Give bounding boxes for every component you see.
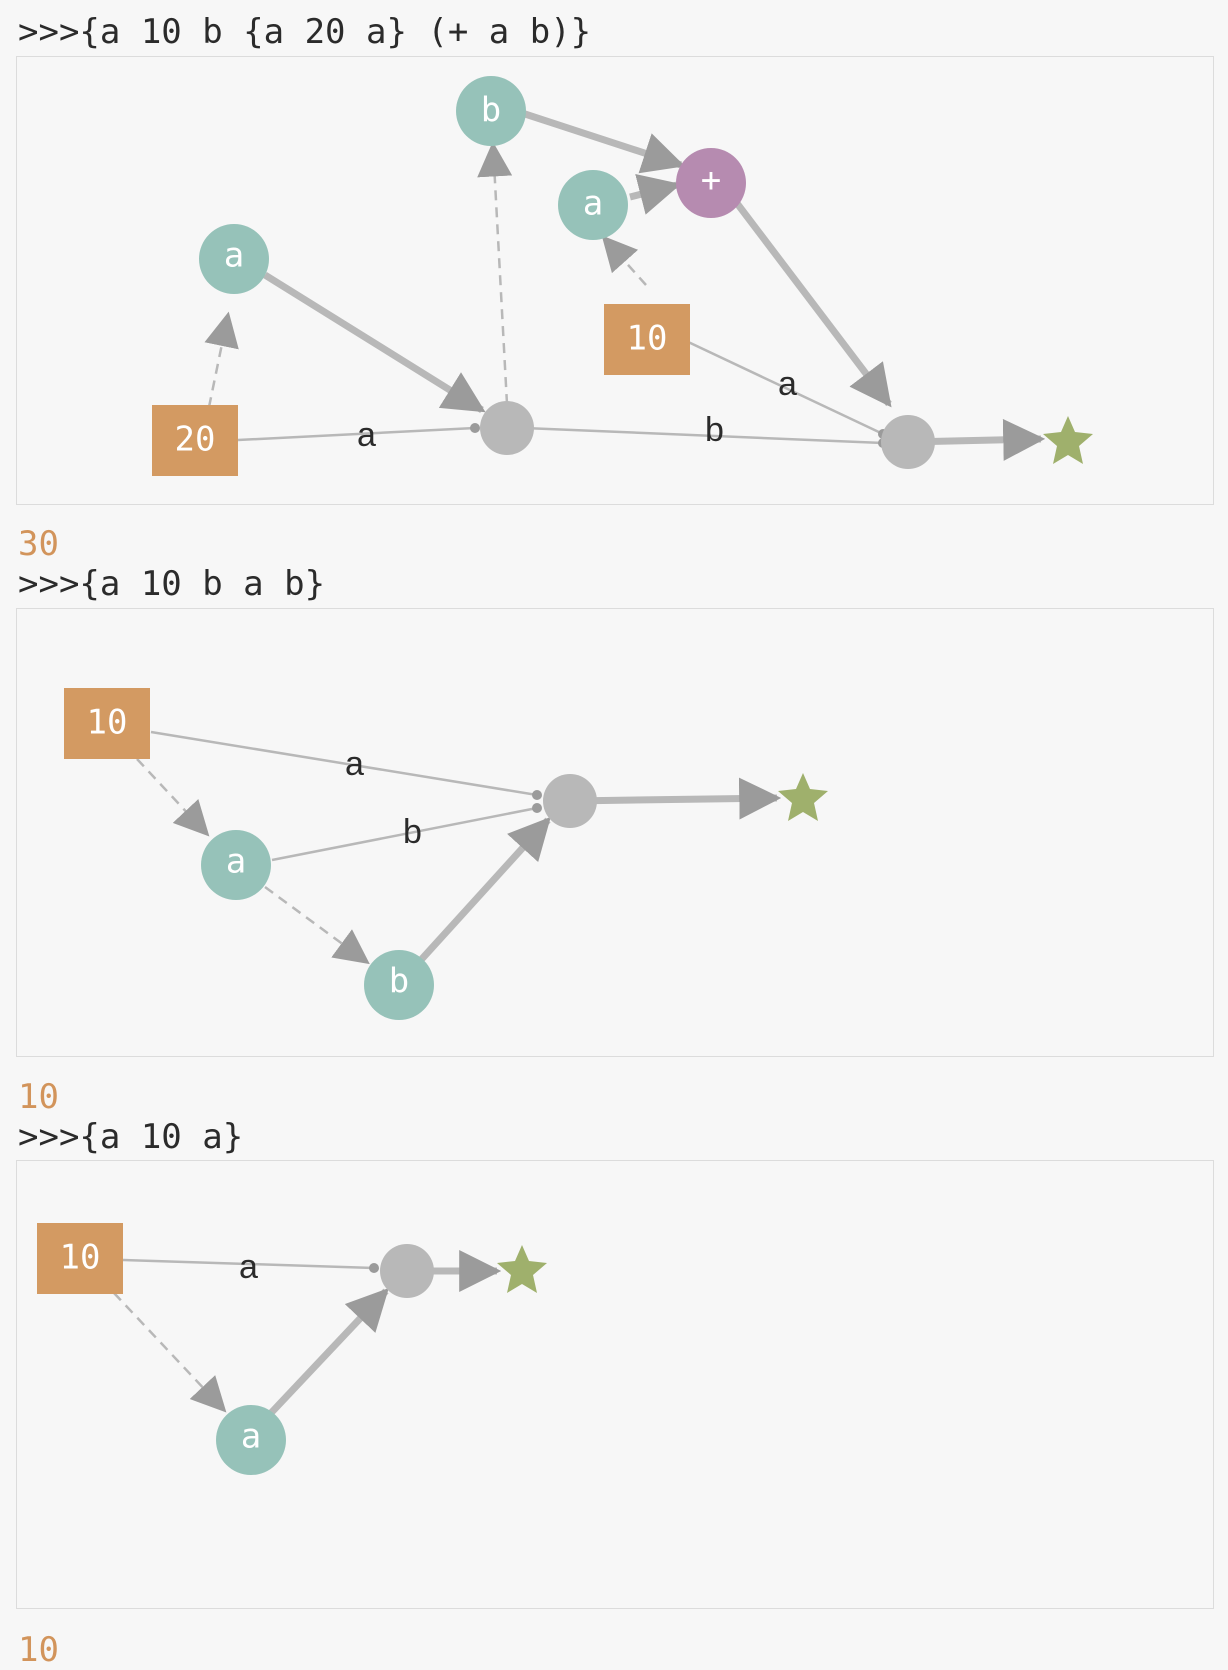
- flow-edge: [569, 777, 782, 820]
- variable-node[interactable]: a: [201, 830, 271, 900]
- graph-panel-3: a 10 a: [16, 1160, 1214, 1609]
- edge-label: a: [239, 1248, 258, 1286]
- edge-port: [532, 803, 542, 813]
- flow-edge: [268, 1287, 389, 1416]
- svg-text:b: b: [481, 91, 501, 131]
- variable-node[interactable]: a: [216, 1405, 286, 1475]
- binding-edge: [601, 235, 647, 286]
- graph-canvas-3: a 10 a: [37, 1223, 547, 1475]
- junction-node[interactable]: [480, 401, 534, 455]
- binding-edge: [113, 1292, 227, 1413]
- edge-label: a: [778, 365, 797, 403]
- svg-text:a: a: [226, 842, 246, 882]
- literal-node[interactable]: 20: [152, 405, 238, 476]
- operator-node[interactable]: +: [676, 148, 746, 218]
- variable-node[interactable]: a: [199, 224, 269, 294]
- graph-canvas-2: a b 10 a b: [64, 688, 828, 1020]
- svg-text:a: a: [583, 184, 603, 224]
- repl-prompt-2: >>>{a 10 b a b}: [18, 564, 326, 604]
- graph-panel-1: a b a b + a a 10 20: [16, 56, 1214, 505]
- svg-text:a: a: [224, 236, 244, 276]
- repl-result-3: 10: [18, 1630, 59, 1670]
- let-edge: [237, 426, 476, 442]
- junction-node[interactable]: [380, 1244, 434, 1298]
- flow-edge: [629, 174, 682, 215]
- svg-text:b: b: [389, 962, 409, 1002]
- literal-node[interactable]: 10: [37, 1223, 123, 1294]
- svg-text:10: 10: [87, 703, 128, 743]
- star-icon[interactable]: [497, 1245, 547, 1293]
- graph-canvas-1: a b a b + a a 10 20: [152, 76, 1093, 476]
- flow-edge: [523, 110, 685, 174]
- edge-port: [532, 790, 542, 800]
- flow-edge: [263, 272, 486, 413]
- junction-node[interactable]: [543, 774, 597, 828]
- variable-node[interactable]: b: [364, 950, 434, 1020]
- literal-node[interactable]: 10: [604, 304, 690, 375]
- svg-text:a: a: [241, 1417, 261, 1457]
- literal-node[interactable]: 10: [64, 688, 150, 759]
- binding-edge: [136, 758, 210, 837]
- edge-label: a: [345, 745, 364, 783]
- repl-prompt-1: >>>{a 10 b {a 20 a} (+ a b)}: [18, 12, 592, 52]
- star-icon[interactable]: [778, 773, 828, 821]
- star-icon[interactable]: [1043, 416, 1093, 464]
- let-edge: [122, 1258, 375, 1270]
- repl-prompt-3: >>>{a 10 a}: [18, 1117, 244, 1157]
- flow-edge: [730, 195, 892, 408]
- edge-port: [369, 1263, 379, 1273]
- repl-result-1: 30: [18, 524, 59, 564]
- svg-text:20: 20: [175, 420, 216, 460]
- let-edge: [523, 426, 884, 445]
- let-edge: [150, 730, 538, 797]
- variable-node[interactable]: b: [456, 76, 526, 146]
- edge-label: b: [705, 411, 724, 449]
- edge-label: b: [403, 813, 422, 851]
- junction-node[interactable]: [881, 415, 935, 469]
- svg-text:10: 10: [60, 1238, 101, 1278]
- let-edge: [271, 806, 538, 862]
- graph-panel-2: a b 10 a b: [16, 608, 1214, 1057]
- binding-edge: [264, 885, 370, 965]
- edge-label: a: [357, 416, 376, 454]
- svg-text:+: +: [701, 161, 721, 201]
- binding-edge: [204, 311, 239, 408]
- edge-port: [470, 423, 480, 433]
- flow-edge: [417, 816, 551, 964]
- variable-node[interactable]: a: [558, 170, 628, 240]
- repl-result-2: 10: [18, 1077, 59, 1117]
- svg-text:10: 10: [627, 319, 668, 359]
- binding-edge: [477, 141, 513, 405]
- let-edge: [683, 338, 884, 436]
